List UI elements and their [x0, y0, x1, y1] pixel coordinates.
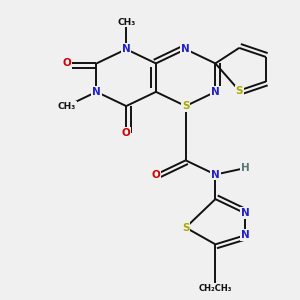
Text: H: H [241, 163, 250, 173]
Text: S: S [182, 223, 189, 232]
Text: CH₂CH₃: CH₂CH₃ [199, 284, 232, 293]
Text: N: N [211, 169, 220, 180]
Text: S: S [236, 85, 243, 96]
Text: N: N [92, 87, 101, 97]
Text: O: O [62, 58, 71, 68]
Text: N: N [181, 44, 190, 54]
Text: O: O [152, 169, 160, 180]
Text: S: S [182, 101, 189, 111]
Text: N: N [211, 87, 220, 97]
Text: N: N [241, 230, 250, 240]
Text: CH₃: CH₃ [117, 18, 135, 27]
Text: O: O [122, 128, 130, 138]
Text: N: N [241, 208, 250, 218]
Text: CH₃: CH₃ [58, 102, 76, 111]
Text: N: N [122, 44, 130, 54]
